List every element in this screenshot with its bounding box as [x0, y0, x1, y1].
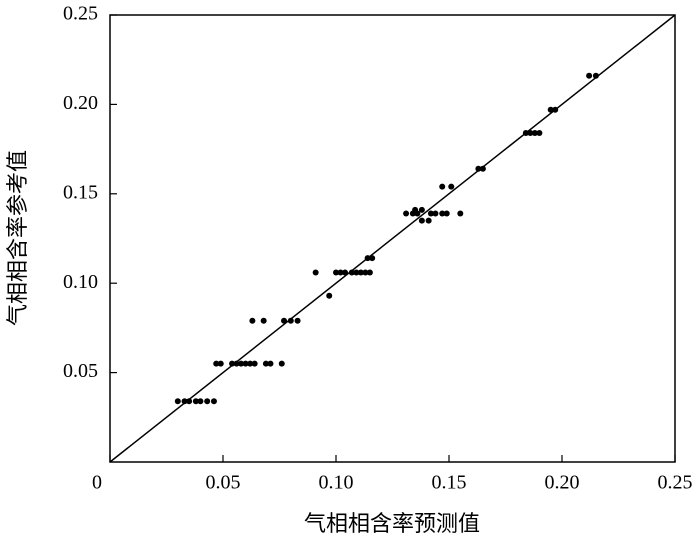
point — [522, 130, 529, 137]
y-tick-label: 0.10 — [63, 271, 98, 293]
point — [547, 106, 554, 113]
point — [238, 360, 245, 367]
point — [531, 130, 538, 137]
point — [357, 269, 364, 276]
point — [479, 165, 486, 172]
point — [312, 269, 319, 276]
point — [197, 398, 204, 405]
point — [229, 360, 236, 367]
point — [267, 360, 274, 367]
x-axis-title: 气相相含率预测值 — [304, 511, 480, 536]
point — [552, 106, 559, 113]
point — [192, 398, 199, 405]
point — [251, 360, 258, 367]
point — [217, 360, 224, 367]
point — [425, 217, 432, 224]
x-tick-label: 0 — [92, 472, 102, 494]
point — [586, 72, 593, 79]
point — [353, 269, 360, 276]
point — [278, 360, 285, 367]
y-tick-label: 0.15 — [63, 181, 98, 203]
point — [366, 269, 373, 276]
x-tick-label: 0.05 — [206, 472, 241, 494]
point — [412, 206, 419, 213]
point — [342, 269, 349, 276]
x-tick-label: 0.20 — [545, 472, 580, 494]
point — [337, 269, 344, 276]
point — [439, 210, 446, 217]
y-tick-label: 0.20 — [63, 92, 98, 114]
point — [326, 292, 333, 299]
y-axis-title: 气相相含率参考值 — [5, 150, 30, 326]
point — [233, 360, 240, 367]
x-tick-label: 0.10 — [319, 472, 354, 494]
y-tick-label: 0.25 — [63, 3, 98, 25]
point — [475, 165, 482, 172]
point — [174, 398, 181, 405]
point — [294, 317, 301, 324]
reference-line — [109, 14, 676, 463]
point — [181, 398, 188, 405]
point — [287, 317, 294, 324]
point — [527, 130, 534, 137]
point — [247, 360, 254, 367]
point — [213, 360, 220, 367]
point — [369, 255, 376, 262]
point — [262, 360, 269, 367]
point — [457, 210, 464, 217]
point — [592, 72, 599, 79]
point — [210, 398, 217, 405]
point — [186, 398, 193, 405]
point — [204, 398, 211, 405]
point — [448, 183, 455, 190]
plot-frame — [109, 14, 676, 463]
point — [348, 269, 355, 276]
point — [242, 360, 249, 367]
x-tick-label: 0.15 — [432, 472, 467, 494]
point — [443, 210, 450, 217]
point — [432, 210, 439, 217]
point — [418, 206, 425, 213]
point — [427, 210, 434, 217]
point — [536, 130, 543, 137]
x-tick-label: 0.25 — [658, 472, 693, 494]
point — [260, 317, 267, 324]
point — [281, 317, 288, 324]
point — [439, 183, 446, 190]
point — [249, 317, 256, 324]
y-tick-label: 0.05 — [63, 360, 98, 382]
point — [333, 269, 339, 276]
point — [418, 217, 425, 224]
point — [403, 210, 410, 217]
point — [362, 269, 369, 276]
point — [364, 255, 371, 262]
